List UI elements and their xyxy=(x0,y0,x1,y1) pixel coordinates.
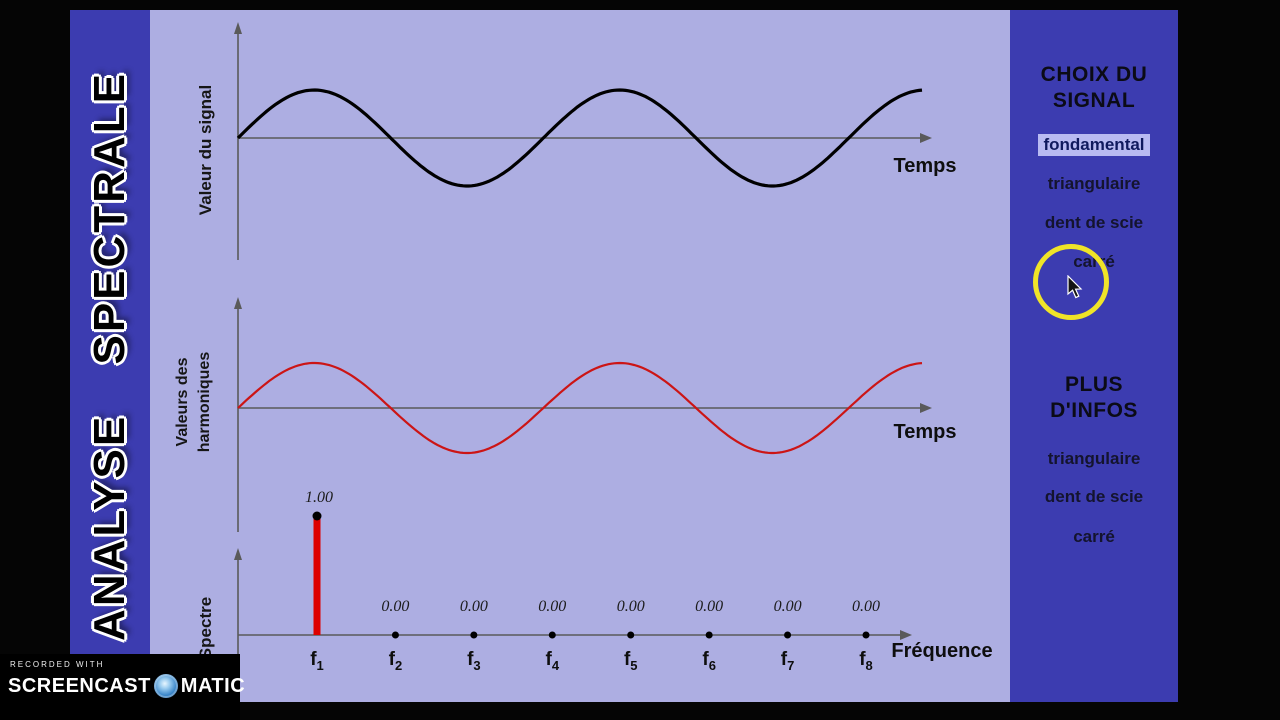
spectrum-value-label: 0.00 xyxy=(852,598,880,615)
harmonics-wave xyxy=(237,361,923,455)
app-title: ANALYSE SPECTRALE xyxy=(85,71,134,641)
recorder-watermark: RECORDED WITH SCREENCAST MATIC xyxy=(0,654,245,720)
signal-wave xyxy=(236,88,923,188)
spectrum-xlabel: Fréquence xyxy=(891,640,992,662)
spectrum-value-label: 0.00 xyxy=(538,598,566,615)
spectrum-point xyxy=(391,631,399,639)
spectrum-point xyxy=(470,631,478,639)
harmonics-xlabel: Temps xyxy=(894,421,957,443)
spectrum-point xyxy=(627,631,635,639)
spectrum-tick-label: f7 xyxy=(781,649,795,673)
info-link-carre[interactable]: carré xyxy=(1073,527,1115,546)
spectrum-ylabel: Spectre xyxy=(196,597,215,659)
spectrum-tick-label: f6 xyxy=(702,649,716,673)
spectrum-tick-label: f3 xyxy=(467,649,481,673)
plots-area: Valeur du signal Temps Valeurs des harmo… xyxy=(150,10,1010,702)
infos-heading-line2: D'INFOS xyxy=(1050,399,1138,422)
harmonics-plot: Valeurs des harmoniques Temps xyxy=(174,297,956,532)
spectrum-tick-label: f4 xyxy=(546,649,560,673)
harmonics-ylabel-line2: harmoniques xyxy=(196,352,213,453)
brand-left-label: SCREENCAST xyxy=(8,674,151,697)
plots-canvas: Valeur du signal Temps Valeurs des harmo… xyxy=(174,22,993,702)
spectrum-tick-label: f8 xyxy=(859,649,873,673)
spectrum-value-label: 0.00 xyxy=(774,598,802,615)
signal-xlabel: Temps xyxy=(894,155,957,177)
info-link-triangulaire[interactable]: triangulaire xyxy=(1047,449,1141,468)
screencast-o-matic-logo-icon xyxy=(153,674,178,698)
mouse-cursor-icon xyxy=(1067,275,1083,299)
spectrum-value-label: 0.00 xyxy=(695,598,723,615)
spectrum-point xyxy=(705,631,713,639)
spectrum-point xyxy=(784,631,792,639)
choix-heading-line1: CHOIX DU xyxy=(1040,63,1148,86)
choix-heading-line2: SIGNAL xyxy=(1052,89,1136,112)
brand-right-label: MATIC xyxy=(180,674,246,697)
spectrum-tick-label: f2 xyxy=(389,649,403,673)
signal-plot: Valeur du signal Temps xyxy=(196,22,956,260)
spectrum-tick-label: f5 xyxy=(624,649,638,673)
infos-heading-line1: PLUS xyxy=(1064,373,1123,396)
signal-option-triangulaire[interactable]: triangulaire xyxy=(1047,174,1141,193)
info-link-dent-de-scie[interactable]: dent de scie xyxy=(1044,487,1144,506)
left-banner: ANALYSE SPECTRALE xyxy=(70,10,150,702)
harmonics-ylabel-line1: Valeurs des xyxy=(174,357,191,446)
plus-d-infos-heading: PLUS D'INFOS xyxy=(1010,372,1178,424)
spectrum-value-label: 0.00 xyxy=(460,598,488,615)
recorded-with-label: RECORDED WITH xyxy=(10,660,105,669)
spectrum-point xyxy=(312,511,322,521)
choix-du-signal-heading: CHOIX DU SIGNAL xyxy=(1010,62,1178,114)
spectrum-bar xyxy=(313,518,321,635)
signal-option-dent-de-scie[interactable]: dent de scie xyxy=(1044,213,1144,232)
cursor-highlight-ring xyxy=(1033,244,1109,320)
signal-ylabel: Valeur du signal xyxy=(196,85,215,215)
spectrum-value-label: 0.00 xyxy=(617,598,645,615)
spectrum-value-label: 1.00 xyxy=(305,489,333,506)
spectrum-plot: 1.00 f1 0.00 f2 0.00 f3 0.00 f4 0.00 f5 0.00 f6 0.00… xyxy=(196,489,993,702)
spectrum-tick-label: f1 xyxy=(310,649,324,673)
signal-menu-panel: CHOIX DU SIGNAL fondamental triangulaire… xyxy=(1010,10,1178,702)
spectrum-series: 1.00 f1 0.00 f2 0.00 f3 0.00 f4 0.00 f5 0.00 f6 0.00… xyxy=(305,489,880,673)
spectrum-point xyxy=(548,631,556,639)
signal-option-fondamental[interactable]: fondamental xyxy=(1010,134,1178,156)
spectrum-point xyxy=(862,631,870,639)
recorder-brand: SCREENCAST MATIC xyxy=(8,674,245,698)
spectrum-value-label: 0.00 xyxy=(381,598,409,615)
